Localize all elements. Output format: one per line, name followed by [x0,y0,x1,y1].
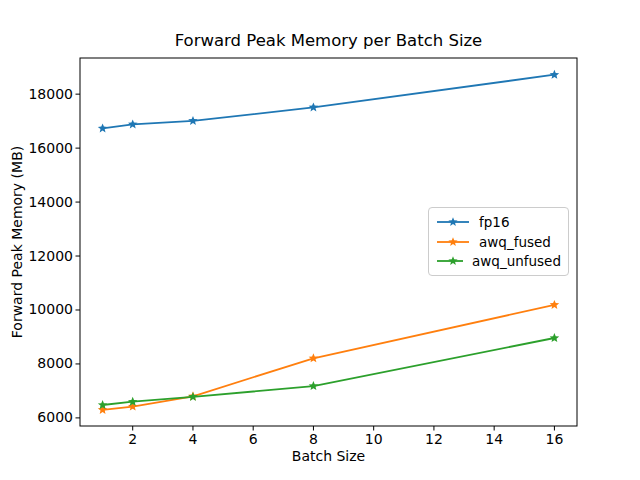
x-tick-label: 16 [545,431,563,447]
legend-star-marker-icon [448,256,457,265]
x-tick-label: 6 [249,431,258,447]
legend-label-awq_fused: awq_fused [479,234,551,250]
x-tick-label: 10 [365,431,383,447]
data-point-fp16-x4 [188,116,198,125]
x-tick-label: 14 [485,431,503,447]
y-tick-label: 10000 [28,301,73,317]
x-axis-label: Batch Size [80,448,577,465]
x-tick-label: 8 [309,431,318,447]
data-point-awq_fused-x8 [309,353,319,362]
y-tick-label: 18000 [28,86,73,102]
series-line-awq_fused [103,305,555,410]
data-point-awq_unfused-x8 [309,381,319,390]
legend-label-fp16: fp16 [479,214,510,230]
x-tick-label: 4 [188,431,197,447]
legend-star-marker-icon [448,237,457,246]
series-line-awq_unfused [103,338,555,405]
legend-swatch-fp16 [436,215,470,229]
data-point-fp16-x8 [309,102,319,111]
series-line-fp16 [103,75,555,129]
legend-item-awq_fused: awq_fused [436,234,561,250]
x-tick-label: 12 [425,431,443,447]
legend-swatch-awq_unfused [436,254,463,268]
legend-swatch-awq_fused [436,235,470,249]
legend-star-marker-icon [448,217,457,226]
legend: fp16 awq_fused awq_unfused [428,207,569,276]
legend-label-awq_unfused: awq_unfused [472,253,561,269]
data-point-awq_unfused-x16 [550,333,560,342]
y-tick-label: 16000 [28,140,73,156]
data-point-fp16-x16 [550,70,560,79]
legend-item-fp16: fp16 [436,214,561,230]
data-point-awq_fused-x16 [550,300,560,309]
y-tick-label: 8000 [37,355,73,371]
y-tick-label: 14000 [28,194,73,210]
x-tick-label: 2 [128,431,137,447]
legend-item-awq_unfused: awq_unfused [436,253,561,269]
data-point-awq_unfused-x4 [188,392,198,401]
y-tick-label: 6000 [37,409,73,425]
y-tick-label: 12000 [28,248,73,264]
data-point-fp16-x1 [98,123,108,132]
figure: Forward Peak Memory per Batch Size Forwa… [0,0,640,480]
data-point-fp16-x2 [128,119,138,128]
